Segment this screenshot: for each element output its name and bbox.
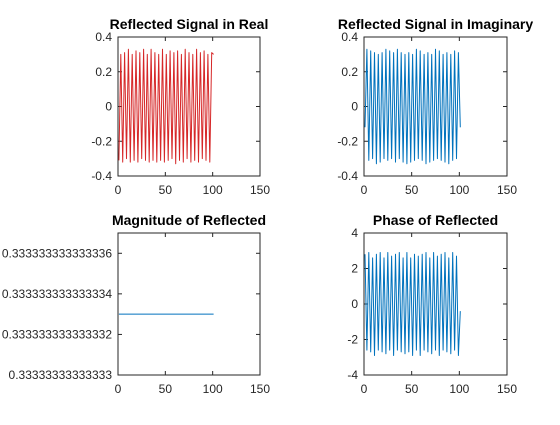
axes-box [117, 232, 261, 376]
y-tick-label: -2 [347, 333, 358, 347]
y-tick-label: 0 [105, 100, 112, 114]
series-line-1 [364, 252, 461, 356]
y-tick-label: 0.4 [341, 30, 358, 44]
series-line-1 [118, 48, 214, 165]
y-tick-label: -0.4 [337, 169, 358, 183]
y-tick-label: 0.4 [95, 30, 112, 44]
series-line-1 [364, 48, 461, 165]
x-tick-label: 0 [361, 183, 368, 197]
y-tick-label: 0 [351, 100, 358, 114]
x-tick-label: 150 [497, 382, 517, 396]
x-tick-label: 0 [115, 183, 122, 197]
x-tick-label: 150 [250, 183, 270, 197]
y-tick-label: 0.333333333333332 [2, 327, 112, 341]
subplot-3: Magnitude of Reflected 0 50 100 150 0.3333333… [2, 212, 270, 396]
x-tick-label: 0 [361, 382, 368, 396]
y-tick-label: 0.2 [95, 65, 112, 79]
y-tick-label: 0.2 [341, 65, 358, 79]
y-tick-label: -0.4 [91, 169, 112, 183]
y-tick-label: 0.33333333333333 [9, 368, 113, 382]
x-tick-label: 150 [250, 382, 270, 396]
subplot-2: Reflected Signal in Imaginary 0 50 100 150 -0… [337, 16, 533, 197]
subplot-4: Phase of Reflected 0 50 100 150 -4 -2 0 2 4 [347, 212, 517, 396]
x-tick-label: 50 [405, 183, 419, 197]
x-tick-label: 0 [115, 382, 122, 396]
y-tick-label: 0.333333333333336 [2, 246, 112, 260]
x-tick-label: 50 [405, 382, 419, 396]
y-tick-label: 0.333333333333334 [2, 287, 112, 301]
x-tick-label: 100 [449, 183, 469, 197]
y-tick-label: -0.2 [91, 134, 112, 148]
x-tick-label: 50 [159, 183, 173, 197]
x-tick-label: 100 [203, 183, 223, 197]
subplot-title: Magnitude of Reflected [112, 212, 266, 228]
y-tick-label: 0 [351, 297, 358, 311]
subplot-title: Reflected Signal in Imaginary [338, 16, 533, 32]
y-tick-label: 2 [351, 262, 358, 276]
y-tick-label: -4 [347, 368, 358, 382]
x-tick-label: 150 [497, 183, 517, 197]
y-tick-label: 4 [351, 226, 358, 240]
y-tick-label: -0.2 [337, 134, 358, 148]
x-tick-label: 100 [203, 382, 223, 396]
subplot-title: Phase of Reflected [373, 212, 498, 228]
x-tick-label: 100 [449, 382, 469, 396]
subplot-title: Reflected Signal in Real [110, 16, 269, 32]
subplot-1: Reflected Signal in Real 0 50 100 150 -0.4 -0.… [91, 16, 270, 197]
x-tick-label: 50 [159, 382, 173, 396]
